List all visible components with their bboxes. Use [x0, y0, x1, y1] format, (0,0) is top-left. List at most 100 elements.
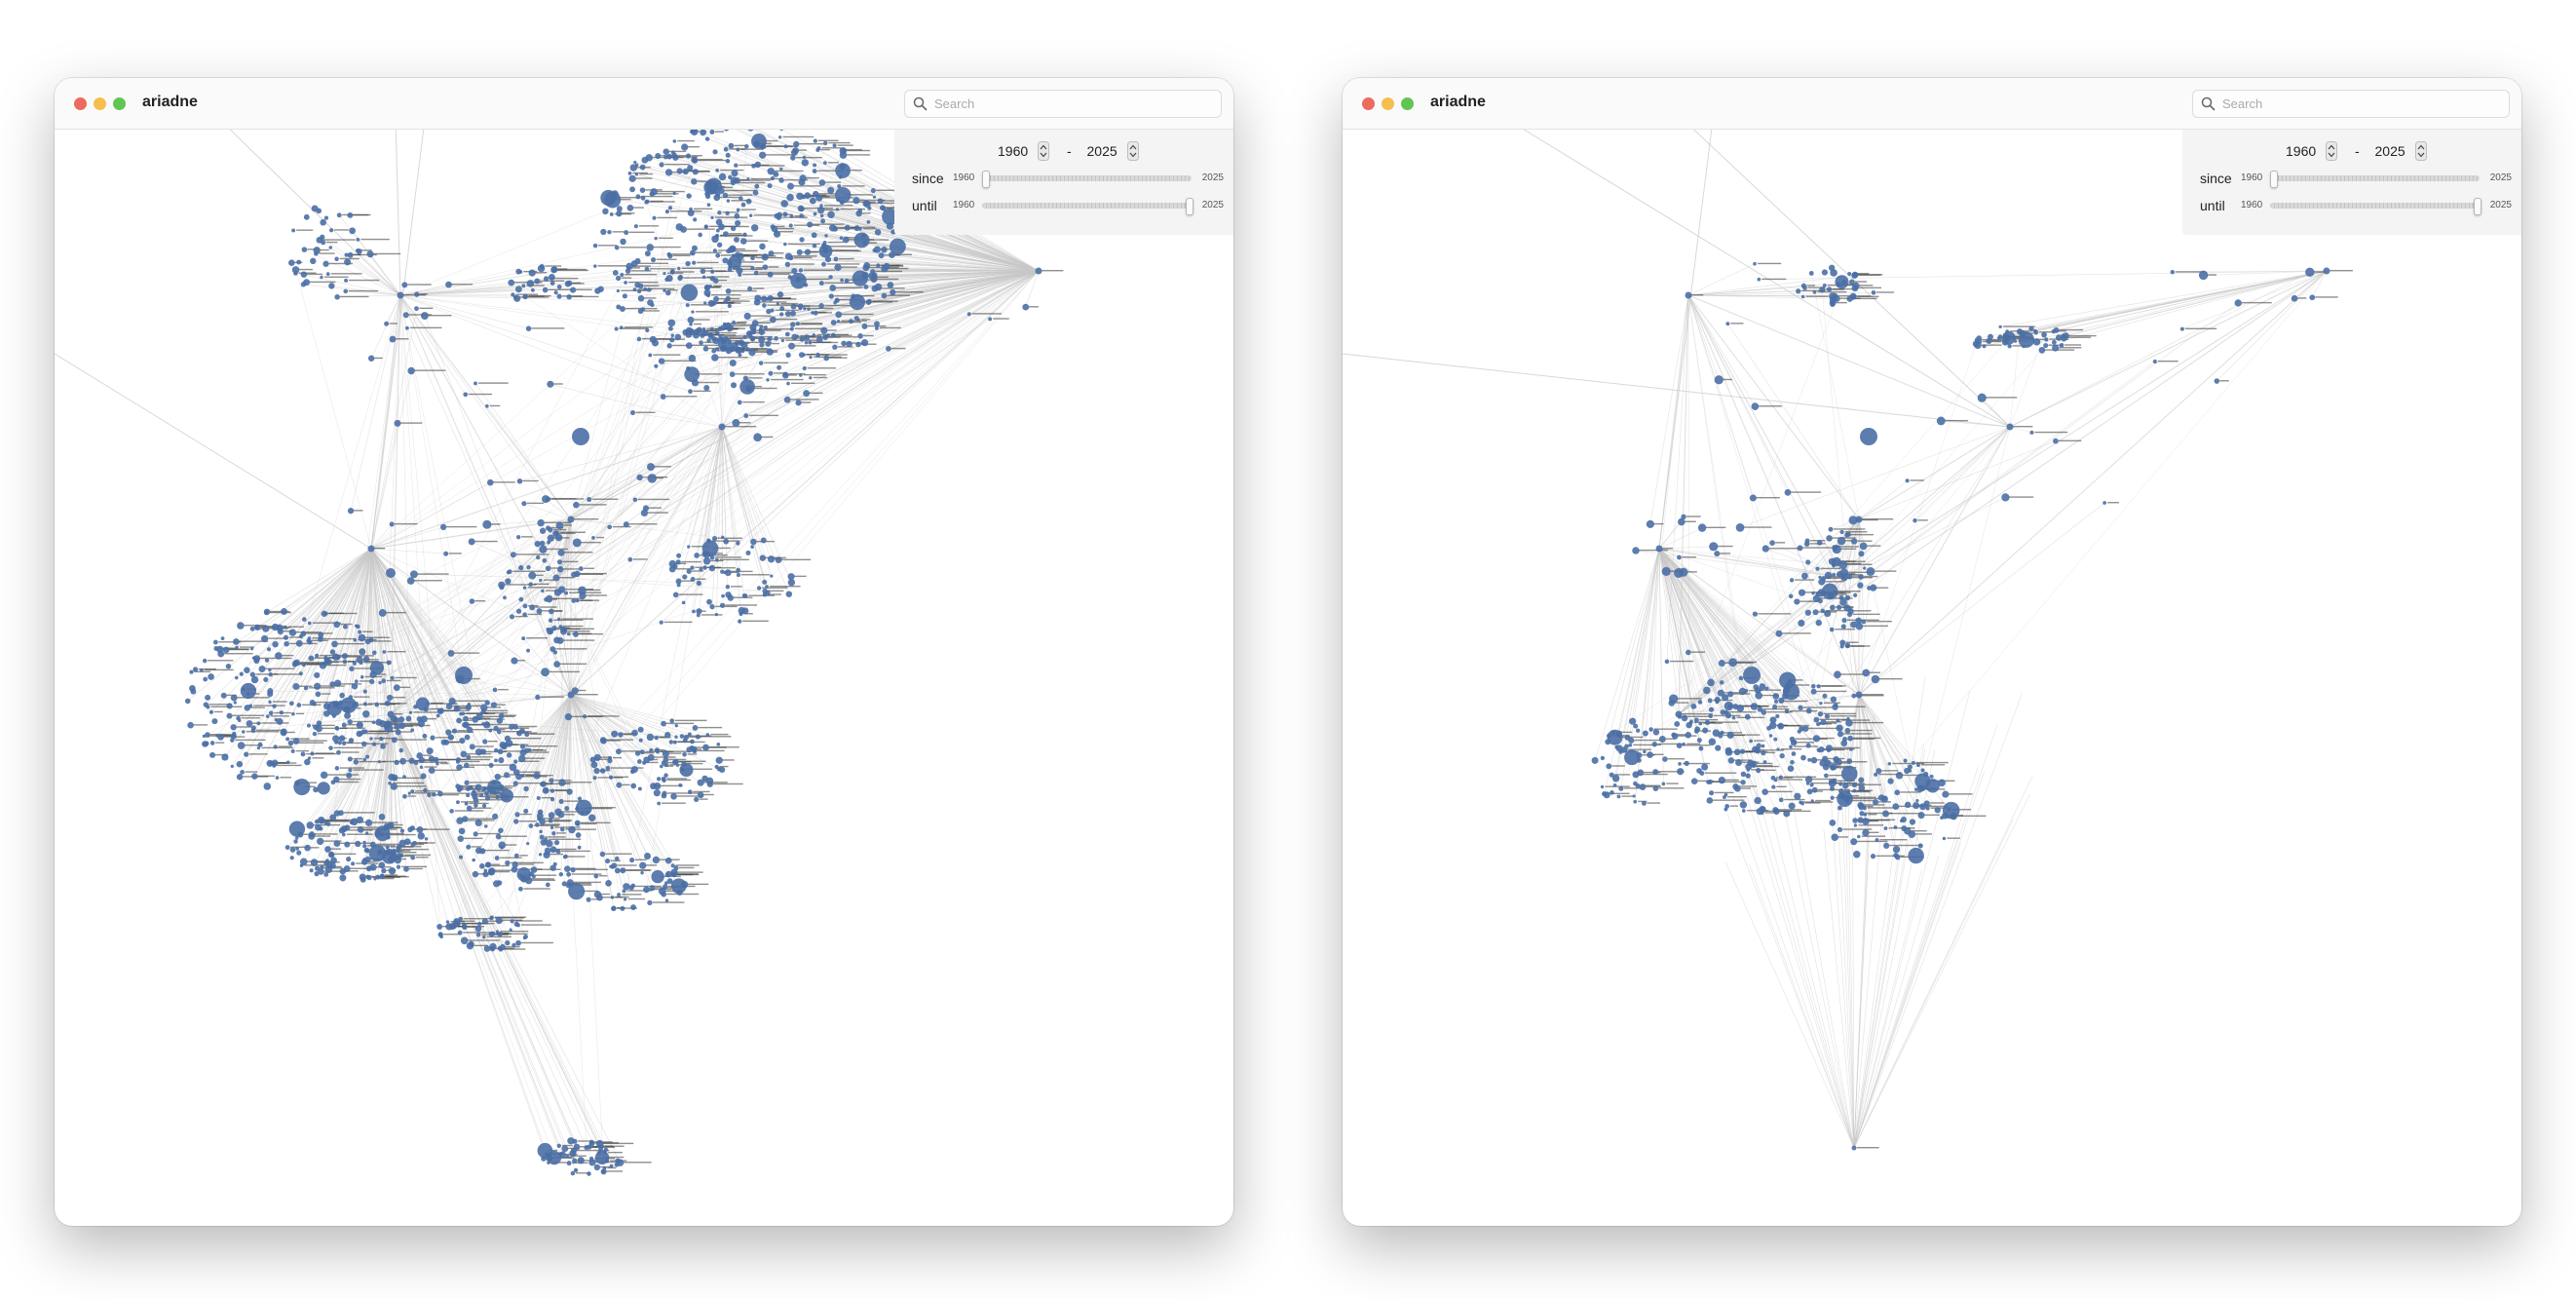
- graph-node[interactable]: [630, 766, 638, 774]
- graph-node[interactable]: [480, 748, 487, 755]
- graph-node[interactable]: [706, 598, 712, 605]
- graph-node[interactable]: [637, 726, 644, 733]
- graph-node[interactable]: [675, 578, 682, 585]
- graph-node[interactable]: [600, 228, 607, 236]
- graph-node[interactable]: [301, 663, 306, 668]
- graph-node[interactable]: [521, 501, 527, 507]
- graph-node[interactable]: [205, 694, 211, 701]
- graph-node[interactable]: [220, 636, 225, 641]
- graph-node[interactable]: [1817, 710, 1824, 717]
- graph-node[interactable]: [1846, 758, 1853, 764]
- graph-node[interactable]: [1715, 744, 1722, 751]
- graph-node[interactable]: [320, 275, 323, 280]
- graph-node[interactable]: [890, 288, 896, 296]
- graph-node[interactable]: [803, 390, 811, 398]
- graph-node[interactable]: [765, 297, 770, 301]
- graph-node[interactable]: [700, 268, 706, 275]
- graph-node[interactable]: [534, 278, 541, 285]
- graph-node[interactable]: [298, 671, 303, 676]
- graph-node[interactable]: [539, 545, 548, 554]
- graph-node[interactable]: [511, 861, 518, 868]
- graph-node[interactable]: [808, 340, 813, 345]
- graph-node[interactable]: [791, 267, 798, 275]
- graph-node[interactable]: [263, 608, 271, 616]
- graph-node[interactable]: [528, 582, 533, 587]
- graph-node[interactable]: [552, 574, 560, 582]
- graph-node[interactable]: [776, 302, 780, 306]
- graph-node[interactable]: [816, 146, 821, 151]
- graph-node[interactable]: [1784, 682, 1791, 688]
- graph-node[interactable]: [265, 714, 270, 719]
- graph-node[interactable]: [637, 289, 642, 294]
- graph-node[interactable]: [688, 354, 697, 363]
- graph-node[interactable]: [748, 348, 756, 357]
- graph-node[interactable]: [1841, 765, 1858, 783]
- graph-node[interactable]: [1845, 719, 1853, 727]
- graph-node[interactable]: [721, 338, 728, 344]
- graph-node[interactable]: [1761, 744, 1765, 748]
- graph-node[interactable]: [1773, 778, 1778, 783]
- graph-node[interactable]: [658, 358, 665, 364]
- graph-node[interactable]: [605, 880, 612, 887]
- graph-node[interactable]: [837, 184, 842, 189]
- graph-node[interactable]: [646, 287, 652, 292]
- graph-node[interactable]: [537, 264, 546, 273]
- graph-node[interactable]: [714, 764, 719, 770]
- graph-node[interactable]: [675, 763, 680, 767]
- graph-node[interactable]: [268, 671, 274, 677]
- graph-node[interactable]: [620, 238, 626, 246]
- graph-node[interactable]: [1825, 744, 1834, 752]
- graph-node[interactable]: [263, 783, 272, 790]
- graph-node[interactable]: [665, 289, 671, 296]
- graph-node[interactable]: [715, 557, 719, 562]
- graph-node[interactable]: [482, 935, 486, 939]
- graph-node[interactable]: [542, 495, 550, 504]
- graph-node[interactable]: [1905, 478, 1910, 483]
- graph-node[interactable]: [539, 540, 546, 547]
- graph-node[interactable]: [240, 682, 257, 700]
- graph-node[interactable]: [692, 260, 697, 265]
- graph-node[interactable]: [636, 336, 642, 342]
- graph-node[interactable]: [329, 681, 336, 688]
- graph-node[interactable]: [1648, 727, 1653, 732]
- graph-node[interactable]: [439, 523, 447, 531]
- graph-node[interactable]: [602, 1165, 607, 1170]
- graph-node[interactable]: [360, 741, 367, 747]
- graph-node[interactable]: [1805, 707, 1812, 714]
- graph-node[interactable]: [268, 700, 272, 705]
- graph-node[interactable]: [766, 308, 772, 315]
- graph-node[interactable]: [1925, 779, 1940, 793]
- graph-node[interactable]: [465, 704, 472, 710]
- graph-node[interactable]: [830, 332, 836, 338]
- graph-node[interactable]: [549, 778, 554, 783]
- graph-node[interactable]: [849, 293, 866, 311]
- graph-node[interactable]: [1661, 782, 1666, 786]
- graph-node[interactable]: [380, 743, 386, 749]
- graph-node[interactable]: [360, 674, 364, 679]
- graph-node[interactable]: [717, 210, 722, 215]
- graph-node[interactable]: [303, 685, 309, 691]
- graph-node[interactable]: [795, 322, 800, 326]
- graph-node[interactable]: [386, 694, 394, 702]
- graph-node[interactable]: [640, 196, 646, 201]
- graph-node[interactable]: [1794, 598, 1800, 605]
- graph-node[interactable]: [336, 749, 341, 755]
- graph-node[interactable]: [485, 403, 489, 408]
- close-window-button[interactable]: [74, 97, 87, 110]
- graph-node[interactable]: [607, 229, 612, 235]
- graph-node[interactable]: [558, 872, 564, 877]
- graph-node[interactable]: [754, 161, 761, 169]
- graph-node[interactable]: [703, 384, 710, 391]
- graph-node[interactable]: [750, 255, 755, 261]
- graph-node[interactable]: [553, 661, 561, 668]
- graph-node[interactable]: [670, 269, 675, 275]
- graph-node[interactable]: [783, 144, 788, 149]
- graph-node[interactable]: [349, 227, 357, 235]
- graph-node[interactable]: [424, 837, 429, 841]
- graph-node[interactable]: [1830, 765, 1836, 771]
- graph-node[interactable]: [386, 660, 392, 666]
- graph-node[interactable]: [1813, 716, 1820, 723]
- graph-node[interactable]: [235, 645, 239, 650]
- graph-node[interactable]: [513, 759, 518, 764]
- minimize-window-button[interactable]: [1382, 97, 1394, 110]
